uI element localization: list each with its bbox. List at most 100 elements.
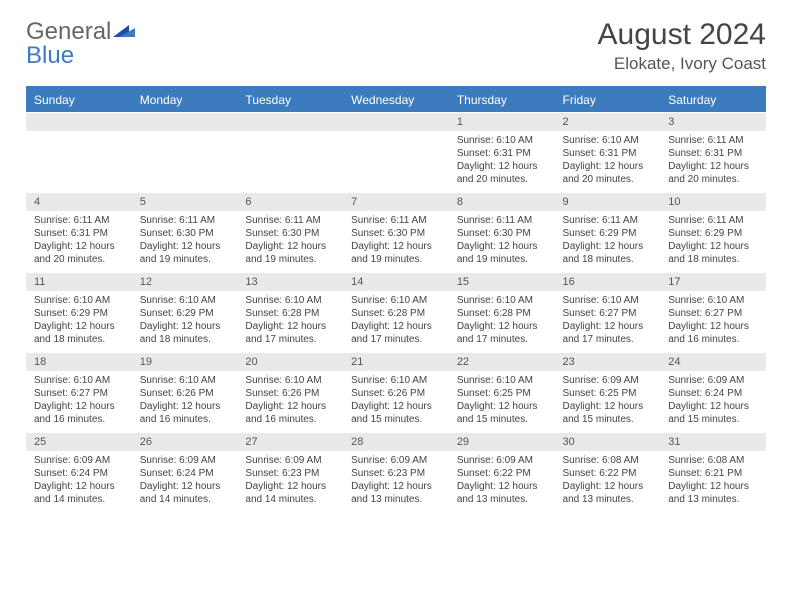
date-cell xyxy=(132,131,238,193)
date-number: 26 xyxy=(132,433,238,452)
daylight-text: Daylight: 12 hours and 14 minutes. xyxy=(34,480,126,506)
daylight-text: Daylight: 12 hours and 16 minutes. xyxy=(34,400,126,426)
date-number: 5 xyxy=(132,193,238,212)
day-header-row: Sunday Monday Tuesday Wednesday Thursday… xyxy=(26,87,766,113)
date-cell: Sunrise: 6:11 AMSunset: 6:30 PMDaylight:… xyxy=(449,211,555,273)
date-number-row: 123 xyxy=(26,113,766,132)
sunrise-text: Sunrise: 6:10 AM xyxy=(140,374,232,387)
date-detail-row: Sunrise: 6:10 AMSunset: 6:31 PMDaylight:… xyxy=(26,131,766,193)
sunset-text: Sunset: 6:24 PM xyxy=(668,387,760,400)
daylight-text: Daylight: 12 hours and 13 minutes. xyxy=(668,480,760,506)
date-cell xyxy=(343,131,449,193)
daylight-text: Daylight: 12 hours and 20 minutes. xyxy=(34,240,126,266)
date-cell: Sunrise: 6:09 AMSunset: 6:22 PMDaylight:… xyxy=(449,451,555,512)
date-cell: Sunrise: 6:10 AMSunset: 6:26 PMDaylight:… xyxy=(132,371,238,433)
date-number: 8 xyxy=(449,193,555,212)
date-number: 14 xyxy=(343,273,449,292)
date-number: 30 xyxy=(555,433,661,452)
sunset-text: Sunset: 6:29 PM xyxy=(34,307,126,320)
daylight-text: Daylight: 12 hours and 19 minutes. xyxy=(140,240,232,266)
date-number: 17 xyxy=(660,273,766,292)
date-detail-row: Sunrise: 6:10 AMSunset: 6:29 PMDaylight:… xyxy=(26,291,766,353)
sunrise-text: Sunrise: 6:10 AM xyxy=(245,374,337,387)
sunrise-text: Sunrise: 6:10 AM xyxy=(457,294,549,307)
date-cell: Sunrise: 6:11 AMSunset: 6:31 PMDaylight:… xyxy=(660,131,766,193)
sunset-text: Sunset: 6:27 PM xyxy=(563,307,655,320)
date-detail-row: Sunrise: 6:11 AMSunset: 6:31 PMDaylight:… xyxy=(26,211,766,273)
date-number: 23 xyxy=(555,353,661,372)
daylight-text: Daylight: 12 hours and 18 minutes. xyxy=(563,240,655,266)
dayhead-sat: Saturday xyxy=(660,87,766,113)
sunset-text: Sunset: 6:28 PM xyxy=(351,307,443,320)
sunset-text: Sunset: 6:30 PM xyxy=(140,227,232,240)
date-number-row: 45678910 xyxy=(26,193,766,212)
dayhead-fri: Friday xyxy=(555,87,661,113)
sunrise-text: Sunrise: 6:09 AM xyxy=(457,454,549,467)
date-cell: Sunrise: 6:11 AMSunset: 6:30 PMDaylight:… xyxy=(237,211,343,273)
sunset-text: Sunset: 6:29 PM xyxy=(668,227,760,240)
sunrise-text: Sunrise: 6:09 AM xyxy=(563,374,655,387)
sunrise-text: Sunrise: 6:11 AM xyxy=(457,214,549,227)
sunrise-text: Sunrise: 6:08 AM xyxy=(563,454,655,467)
month-title: August 2024 xyxy=(598,18,766,52)
date-number: 12 xyxy=(132,273,238,292)
sunset-text: Sunset: 6:24 PM xyxy=(140,467,232,480)
sunset-text: Sunset: 6:28 PM xyxy=(457,307,549,320)
daylight-text: Daylight: 12 hours and 18 minutes. xyxy=(34,320,126,346)
date-number: 13 xyxy=(237,273,343,292)
date-cell: Sunrise: 6:11 AMSunset: 6:30 PMDaylight:… xyxy=(132,211,238,273)
dayhead-thu: Thursday xyxy=(449,87,555,113)
daylight-text: Daylight: 12 hours and 16 minutes. xyxy=(140,400,232,426)
sunrise-text: Sunrise: 6:10 AM xyxy=(245,294,337,307)
daylight-text: Daylight: 12 hours and 17 minutes. xyxy=(457,320,549,346)
sunset-text: Sunset: 6:27 PM xyxy=(668,307,760,320)
date-cell: Sunrise: 6:10 AMSunset: 6:26 PMDaylight:… xyxy=(237,371,343,433)
date-cell xyxy=(237,131,343,193)
sunrise-text: Sunrise: 6:10 AM xyxy=(34,294,126,307)
sunset-text: Sunset: 6:30 PM xyxy=(457,227,549,240)
sunrise-text: Sunrise: 6:11 AM xyxy=(351,214,443,227)
date-cell: Sunrise: 6:08 AMSunset: 6:22 PMDaylight:… xyxy=(555,451,661,512)
daylight-text: Daylight: 12 hours and 16 minutes. xyxy=(668,320,760,346)
daylight-text: Daylight: 12 hours and 17 minutes. xyxy=(563,320,655,346)
daylight-text: Daylight: 12 hours and 17 minutes. xyxy=(245,320,337,346)
date-cell: Sunrise: 6:09 AMSunset: 6:24 PMDaylight:… xyxy=(132,451,238,512)
date-number: 18 xyxy=(26,353,132,372)
daylight-text: Daylight: 12 hours and 19 minutes. xyxy=(351,240,443,266)
daylight-text: Daylight: 12 hours and 16 minutes. xyxy=(245,400,337,426)
sunset-text: Sunset: 6:30 PM xyxy=(351,227,443,240)
sunset-text: Sunset: 6:29 PM xyxy=(140,307,232,320)
sunset-text: Sunset: 6:28 PM xyxy=(245,307,337,320)
sunrise-text: Sunrise: 6:08 AM xyxy=(668,454,760,467)
date-cell: Sunrise: 6:10 AMSunset: 6:27 PMDaylight:… xyxy=(660,291,766,353)
sunrise-text: Sunrise: 6:10 AM xyxy=(563,294,655,307)
sunset-text: Sunset: 6:30 PM xyxy=(245,227,337,240)
date-number: 7 xyxy=(343,193,449,212)
date-cell: Sunrise: 6:10 AMSunset: 6:31 PMDaylight:… xyxy=(449,131,555,193)
date-cell: Sunrise: 6:11 AMSunset: 6:29 PMDaylight:… xyxy=(660,211,766,273)
date-detail-row: Sunrise: 6:10 AMSunset: 6:27 PMDaylight:… xyxy=(26,371,766,433)
date-number-row: 25262728293031 xyxy=(26,433,766,452)
date-number-row: 11121314151617 xyxy=(26,273,766,292)
logo-text-blue: Blue xyxy=(26,42,135,70)
dayhead-sun: Sunday xyxy=(26,87,132,113)
date-cell: Sunrise: 6:09 AMSunset: 6:23 PMDaylight:… xyxy=(237,451,343,512)
date-number: 10 xyxy=(660,193,766,212)
sunrise-text: Sunrise: 6:11 AM xyxy=(668,134,760,147)
date-number: 15 xyxy=(449,273,555,292)
date-cell: Sunrise: 6:09 AMSunset: 6:23 PMDaylight:… xyxy=(343,451,449,512)
sunset-text: Sunset: 6:24 PM xyxy=(34,467,126,480)
date-number: 1 xyxy=(449,113,555,132)
sunrise-text: Sunrise: 6:09 AM xyxy=(140,454,232,467)
date-number: 29 xyxy=(449,433,555,452)
date-number-row: 18192021222324 xyxy=(26,353,766,372)
header: GeneralBlue August 2024 Elokate, Ivory C… xyxy=(26,18,766,74)
date-cell: Sunrise: 6:10 AMSunset: 6:26 PMDaylight:… xyxy=(343,371,449,433)
date-detail-row: Sunrise: 6:09 AMSunset: 6:24 PMDaylight:… xyxy=(26,451,766,512)
date-number: 9 xyxy=(555,193,661,212)
date-cell: Sunrise: 6:10 AMSunset: 6:25 PMDaylight:… xyxy=(449,371,555,433)
date-cell: Sunrise: 6:10 AMSunset: 6:27 PMDaylight:… xyxy=(26,371,132,433)
sunset-text: Sunset: 6:23 PM xyxy=(351,467,443,480)
sunrise-text: Sunrise: 6:10 AM xyxy=(457,134,549,147)
sunset-text: Sunset: 6:22 PM xyxy=(563,467,655,480)
